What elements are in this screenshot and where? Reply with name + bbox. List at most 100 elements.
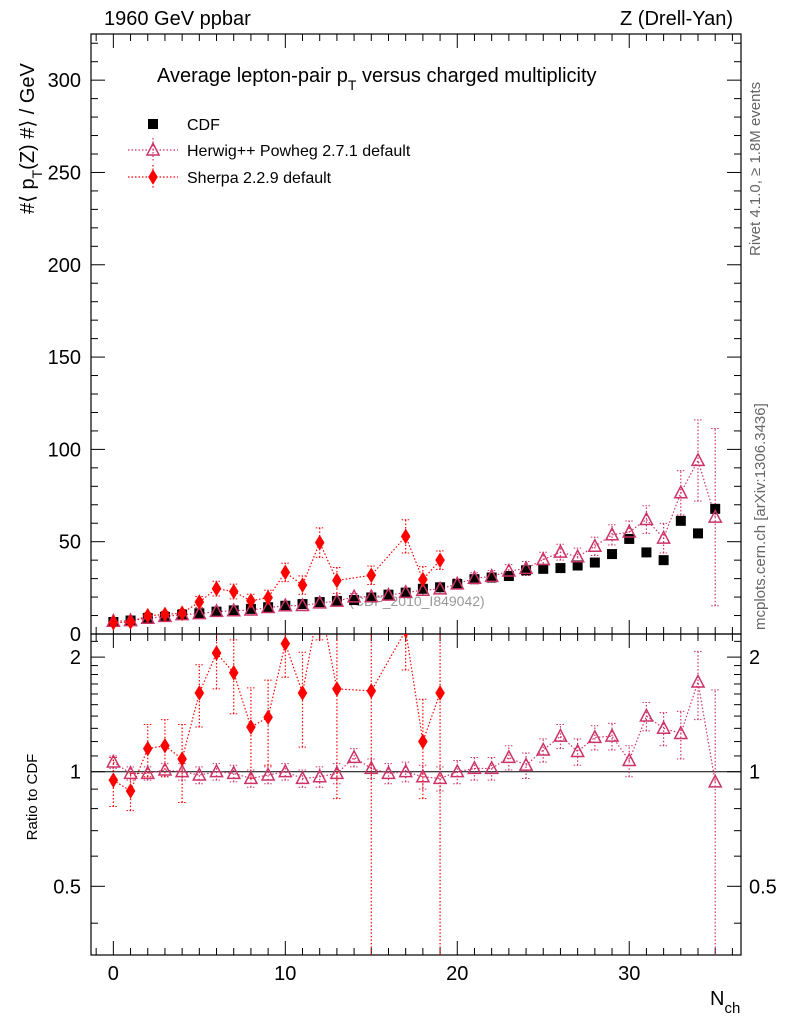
- y-tick-label: 150: [48, 347, 81, 369]
- sherpa-data-point: [142, 607, 153, 624]
- sherpa-data-point: [211, 580, 222, 597]
- herwig-ratio-point: [639, 707, 654, 722]
- herwig-ratio-point: [501, 749, 517, 764]
- herwig-ratio-point: [364, 760, 379, 775]
- herwig-data-point: [415, 582, 431, 596]
- sherpa-data-point: [435, 552, 445, 568]
- sherpa-data-point: [297, 577, 308, 593]
- herwig-data-point: [432, 580, 448, 595]
- herwig-data-point: [226, 602, 242, 617]
- herwig-ratio-point: [174, 763, 190, 778]
- sherpa-ratio-point: [418, 733, 428, 750]
- y-tick-label: 50: [59, 532, 81, 554]
- herwig-data-point: [501, 562, 517, 577]
- herwig-data-point: [535, 551, 551, 566]
- sherpa-ratio-line: [113, 634, 441, 792]
- ratio-y-axis-label: Ratio to CDF: [24, 754, 41, 841]
- herwig-data-point: [295, 597, 310, 612]
- herwig-ratio-point: [106, 753, 121, 768]
- main-data-layer: [106, 419, 723, 631]
- herwig-ratio-point: [673, 725, 689, 740]
- herwig-ratio-point: [346, 749, 362, 764]
- herwig-data-point: [570, 548, 585, 563]
- sherpa-data-point: [228, 583, 239, 600]
- ratio-data-layer: [106, 634, 723, 955]
- sherpa-ratio-point: [297, 685, 308, 701]
- sherpa-ratio-point: [263, 709, 273, 726]
- ratio-tick-label-right: 2: [749, 647, 760, 669]
- herwig-data-point: [467, 570, 482, 584]
- herwig-ratio-point: [209, 763, 224, 778]
- sherpa-ratio-point: [280, 635, 291, 652]
- cdf-data-point: [486, 572, 497, 583]
- ratio-tick-label-right: 0.5: [749, 876, 777, 898]
- cdf-data-point: [263, 602, 274, 613]
- sherpa-series-line: [113, 535, 441, 624]
- header-right: Z (Drell-Yan): [620, 8, 733, 30]
- sherpa-data-point: [108, 614, 119, 631]
- sherpa-data-point: [418, 571, 428, 588]
- cdf-data-point: [572, 560, 583, 571]
- ratio-tick-label-left: 2: [70, 647, 81, 669]
- herwig-data-point: [707, 508, 723, 523]
- y-tick-label: 200: [48, 255, 81, 277]
- herwig-ratio-point: [432, 770, 448, 785]
- legend-label: Herwig++ Powheg 2.7.1 default: [187, 143, 411, 160]
- cdf-data-point: [607, 549, 618, 560]
- sherpa-data-point: [400, 528, 411, 545]
- herwig-ratio-point: [467, 760, 482, 775]
- sherpa-ratio-point: [142, 740, 153, 757]
- y-tick-label: 250: [48, 162, 81, 184]
- herwig-data-point: [398, 584, 413, 599]
- herwig-ratio-point: [415, 768, 431, 783]
- x-tick-label: 30: [618, 963, 640, 985]
- sherpa-ratio-point: [194, 685, 205, 701]
- cdf-data-point: [710, 503, 721, 514]
- cdf-data-point: [211, 606, 222, 617]
- herwig-data-point: [621, 523, 637, 538]
- herwig-data-point: [278, 597, 293, 612]
- sherpa-data-point: [194, 594, 205, 610]
- cdf-data-point: [641, 547, 652, 558]
- sherpa-ratio-point: [246, 719, 256, 735]
- sherpa-data-point: [160, 606, 170, 623]
- herwig-ratio-point: [449, 763, 465, 778]
- sherpa-data-point: [332, 572, 342, 589]
- sherpa-ratio-point: [211, 645, 222, 661]
- herwig-data-point: [484, 568, 499, 583]
- herwig-ratio-point: [192, 766, 207, 781]
- header-left: 1960 GeV ppbar: [104, 8, 251, 30]
- herwig-ratio-point: [243, 770, 259, 785]
- ratio-tick-label-left: 0.5: [53, 876, 81, 898]
- cdf-data-point: [658, 555, 669, 566]
- y-tick-label: 0: [70, 624, 81, 646]
- analysis-watermark: (CDF_2010_I849042): [349, 593, 484, 609]
- herwig-ratio-point: [123, 765, 138, 780]
- herwig-data-point: [673, 484, 689, 499]
- sherpa-ratio-point: [108, 772, 119, 788]
- herwig-data-point: [604, 526, 620, 541]
- sherpa-ratio-point: [125, 783, 136, 799]
- cdf-data-point: [624, 533, 635, 544]
- x-axis-label: Nch: [710, 988, 740, 1017]
- herwig-data-point: [346, 588, 362, 603]
- herwig-data-point: [329, 592, 345, 607]
- herwig-ratio-point: [690, 673, 706, 688]
- herwig-data-point: [553, 543, 568, 558]
- sherpa-data-point: [263, 589, 273, 606]
- x-tick-label: 0: [108, 963, 119, 985]
- herwig-data-point: [587, 538, 603, 553]
- cdf-data-point: [675, 515, 686, 526]
- cdf-data-point: [297, 599, 308, 610]
- herwig-ratio-point: [226, 765, 242, 780]
- herwig-ratio-point: [278, 763, 293, 778]
- herwig-data-point: [449, 575, 465, 590]
- sherpa-ratio-point: [177, 751, 187, 767]
- cdf-data-point: [417, 583, 428, 594]
- cdf-data-point: [555, 563, 566, 574]
- herwig-data-point: [381, 587, 396, 601]
- y-axis-label: #⟨ pT(Z) #⟩ / GeV: [17, 62, 45, 214]
- cdf-data-point: [280, 600, 291, 611]
- herwig-data-point: [192, 605, 207, 620]
- herwig-ratio-point: [381, 765, 396, 780]
